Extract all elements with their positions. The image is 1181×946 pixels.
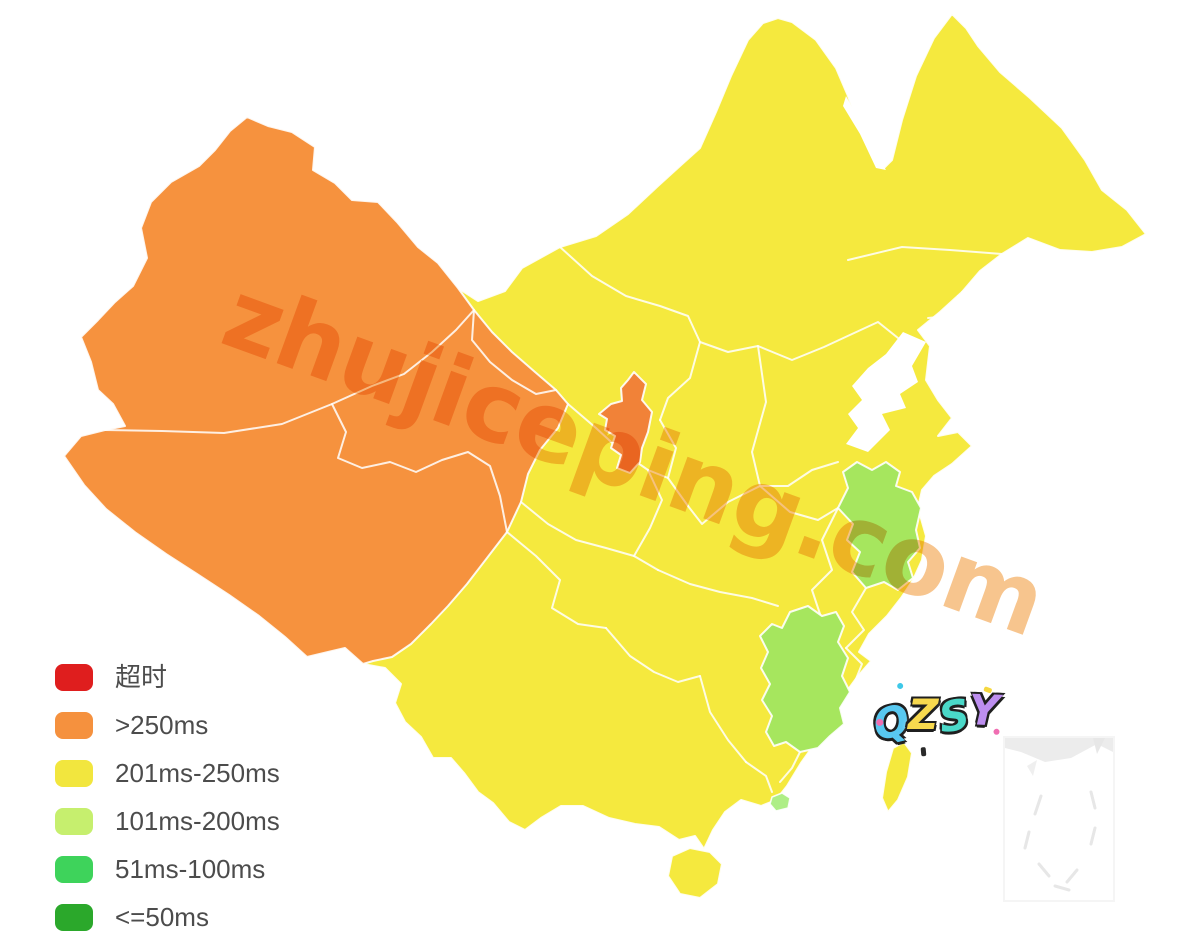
latency-legend: 超时 >250ms 201ms-250ms 101ms-200ms 51ms-1… xyxy=(55,664,280,931)
orange-province-borders xyxy=(104,309,557,533)
legend-row-101-200: 101ms-200ms xyxy=(55,808,280,835)
legend-row-timeout: 超时 xyxy=(55,664,280,691)
legend-swatch-201-250 xyxy=(55,760,93,787)
legend-row-50less: <=50ms xyxy=(55,904,280,931)
legend-swatch-timeout xyxy=(55,664,93,691)
legend-row-250plus: >250ms xyxy=(55,712,280,739)
legend-swatch-50less xyxy=(55,904,93,931)
legend-swatch-250plus xyxy=(55,712,93,739)
sea-inset-graphic xyxy=(1005,738,1113,892)
legend-row-51-100: 51ms-100ms xyxy=(55,856,280,883)
legend-label-201-250: 201ms-250ms xyxy=(115,758,280,788)
region-hainan[interactable] xyxy=(667,847,723,899)
legend-label-51-100: 51ms-100ms xyxy=(115,854,266,884)
bohai-sea-gap xyxy=(846,332,926,452)
qzsy-sticker: Q Z S Y xyxy=(868,682,1000,757)
northeast-notch xyxy=(843,96,886,170)
sticker-letter-z: Z xyxy=(908,690,939,740)
confetti-dot xyxy=(920,747,927,757)
yellow-province-borders xyxy=(506,246,1043,793)
region-northwest-orange[interactable] xyxy=(63,116,569,665)
legend-row-201-250: 201ms-250ms xyxy=(55,760,280,787)
legend-swatch-101-200 xyxy=(55,808,93,835)
region-jiangsu[interactable] xyxy=(837,461,922,591)
legend-label-250plus: >250ms xyxy=(115,710,209,740)
sticker-letter-y: Y xyxy=(968,685,1001,736)
region-ningxia[interactable] xyxy=(598,371,653,474)
legend-label-101-200: 101ms-200ms xyxy=(115,806,280,836)
legend-label-timeout: 超时 xyxy=(115,662,168,692)
legend-swatch-51-100 xyxy=(55,856,93,883)
region-hongkong[interactable] xyxy=(769,792,791,812)
legend-label-50less: <=50ms xyxy=(115,902,209,932)
region-taiwan[interactable] xyxy=(881,741,913,813)
region-jiangxi[interactable] xyxy=(759,605,851,753)
south-china-sea-inset xyxy=(1003,736,1115,902)
sticker-letter-s: S xyxy=(935,689,973,743)
